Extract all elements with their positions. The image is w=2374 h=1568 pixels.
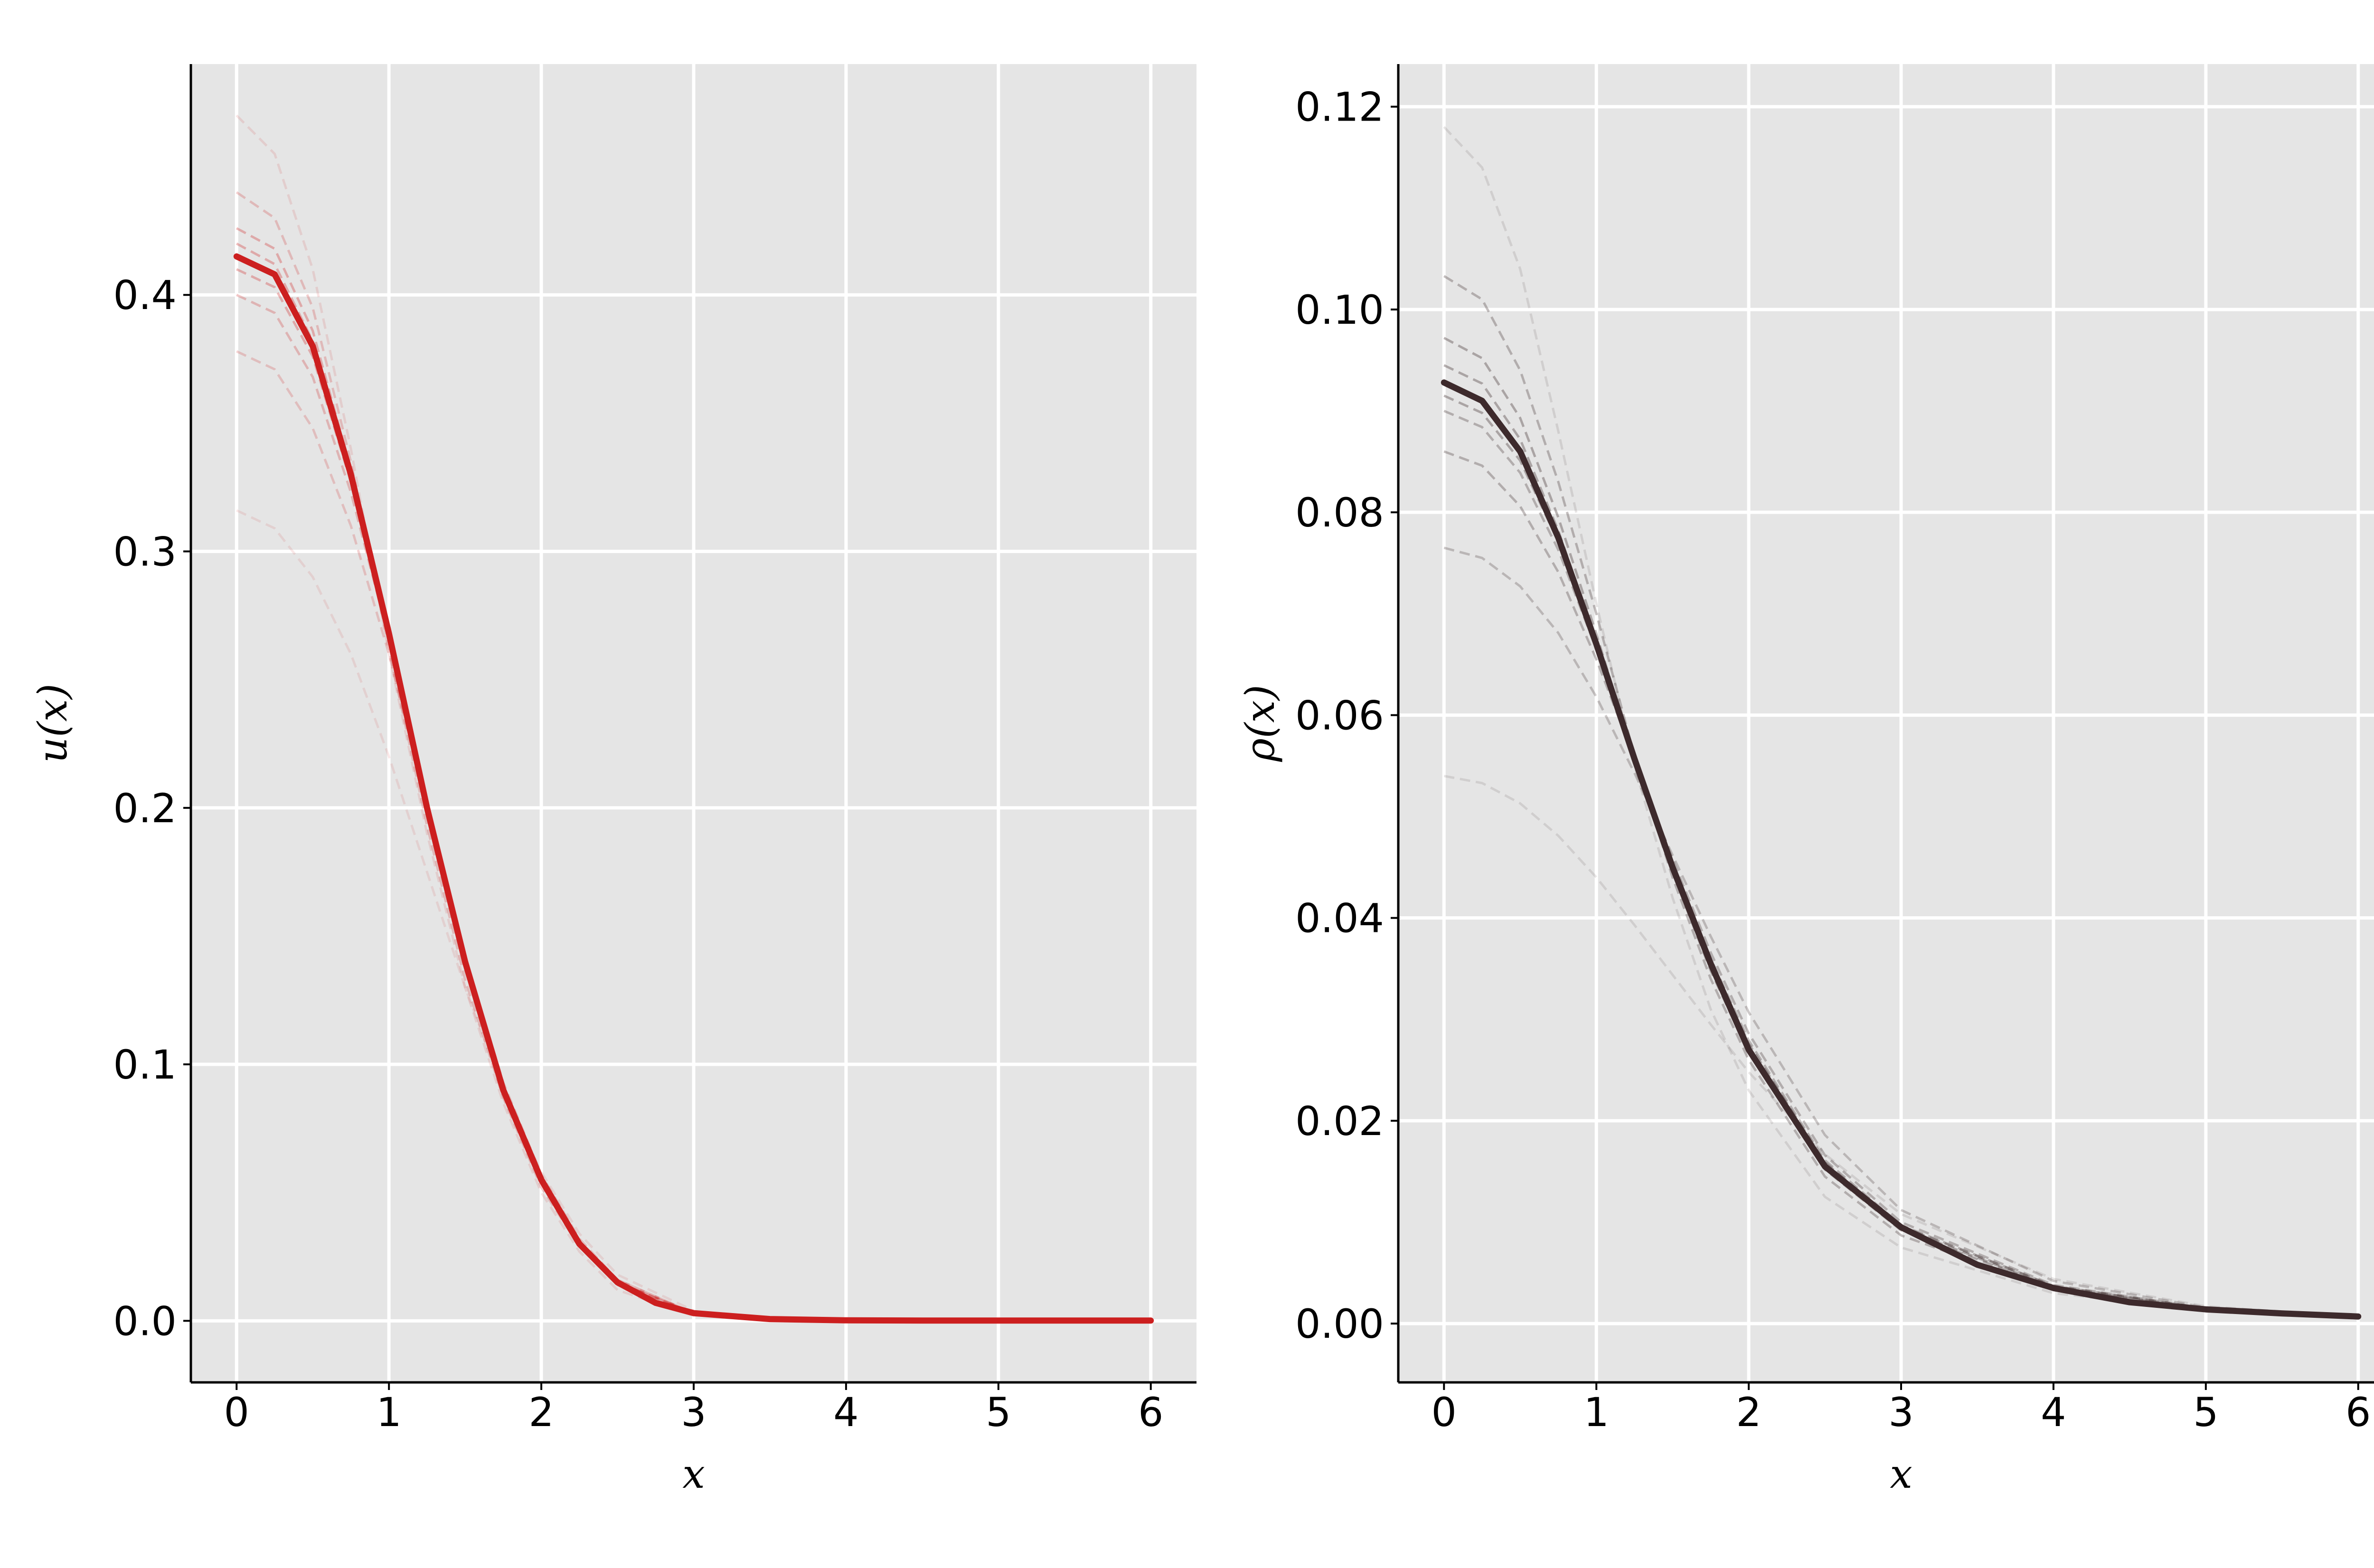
right-panel-rho: 0 1 2 3 4 5 6 0.00 0.02 0.04 0.06 0.08 0.10 0.12 x ρ(x) (1237, 64, 2374, 1497)
y-tick-label: 0.10 (1295, 287, 1384, 333)
series-line-draft (236, 509, 695, 1312)
x-tick-label: 3 (681, 1389, 706, 1436)
y-tick-label: 0.04 (1295, 895, 1384, 942)
left-panel-u: 0 1 2 3 4 5 6 0.0 0.1 0.2 0.3 0.4 x u(x) (29, 64, 1196, 1497)
y-tick-label: 0.00 (1295, 1301, 1384, 1347)
series-line-draft (1443, 775, 2358, 1318)
x-tick-label: 2 (1736, 1389, 1761, 1436)
y-tick-label: 0.4 (113, 272, 177, 319)
x-tick-label: 0 (1432, 1389, 1457, 1436)
x-tick-label: 5 (986, 1389, 1011, 1436)
series-group (1441, 126, 2362, 1320)
x-axis-label: x (1890, 1451, 1912, 1497)
y-tick-label: 0.12 (1295, 84, 1384, 131)
series-line-draft (1443, 126, 2358, 1320)
y-tick-label: 0.2 (113, 785, 177, 832)
x-tick-label: 4 (833, 1389, 858, 1436)
grid (1398, 64, 2374, 1382)
y-tick-label: 0.3 (113, 529, 177, 575)
grid (191, 64, 1196, 1382)
y-tick-label: 0.1 (113, 1042, 177, 1088)
y-tick-label: 0.0 (113, 1298, 177, 1344)
x-tick-label: 6 (1138, 1389, 1163, 1436)
series-line-main (1441, 379, 2362, 1320)
y-axis-label: u(x) (29, 684, 76, 763)
series-group (233, 114, 1154, 1324)
x-axis-label: x (682, 1451, 705, 1497)
x-tick-label: 2 (528, 1389, 554, 1436)
x-tick-label: 4 (2041, 1389, 2066, 1436)
x-tick-label: 1 (376, 1389, 401, 1436)
x-tick-label: 6 (2346, 1389, 2371, 1436)
y-tick-label: 0.06 (1295, 692, 1384, 739)
y-tick-label: 0.02 (1295, 1098, 1384, 1145)
y-tick-label: 0.08 (1295, 489, 1384, 536)
series-line-draft (1443, 450, 2358, 1319)
series-line-main (233, 253, 1154, 1324)
x-tick-label: 1 (1583, 1389, 1609, 1436)
x-tick-label: 5 (2193, 1389, 2218, 1436)
x-tick-label: 0 (224, 1389, 249, 1436)
y-axis-label: ρ(x) (1237, 685, 1283, 762)
series-line-draft (236, 114, 694, 1317)
plot-area (1398, 64, 2374, 1382)
series-line-draft (1443, 546, 2358, 1319)
x-tick-label: 3 (1888, 1389, 1913, 1436)
